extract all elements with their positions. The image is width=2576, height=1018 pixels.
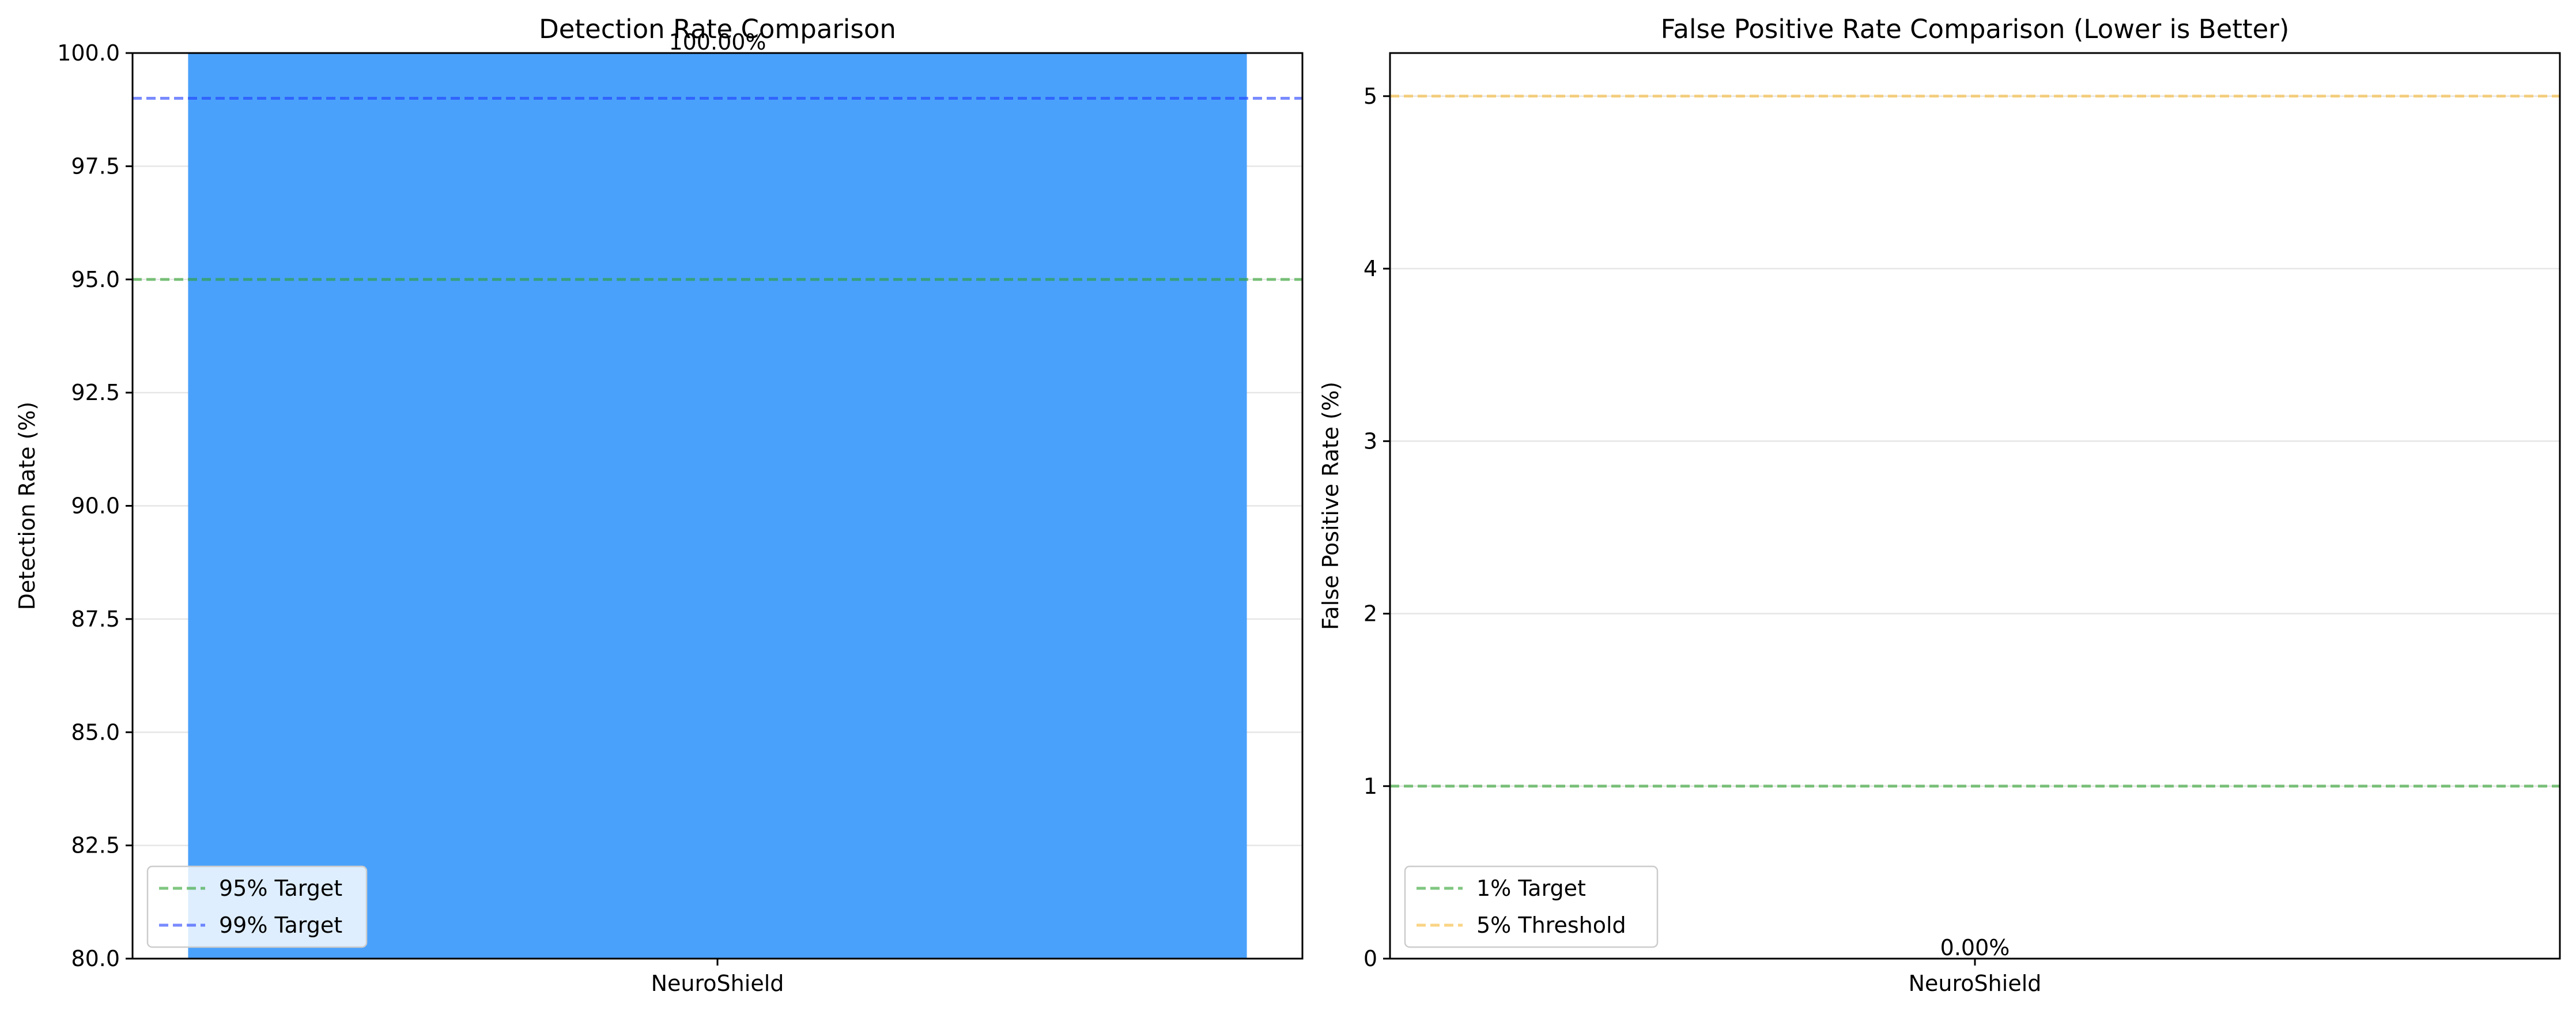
- y-axis-label: Detection Rate (%): [14, 402, 40, 610]
- reference-lines: [1390, 95, 2560, 788]
- y-tick-label: 2: [1363, 601, 1377, 627]
- y-tick-label: 80.0: [71, 946, 120, 971]
- false-positive-rate-chart: 0 1 2 3 4 5 NeuroShield 0.00% False Positive …: [1318, 14, 2561, 996]
- y-axis-ticks: 80.0 82.5 85.0 87.5 90.0 92.5 95.0 97.5 100.0: [57, 40, 133, 971]
- y-tick-label: 1: [1363, 774, 1377, 799]
- x-tick-label: NeuroShield: [1909, 971, 2042, 996]
- legend-entry-label: 99% Target: [219, 913, 342, 938]
- y-tick-label: 97.5: [71, 153, 120, 179]
- legend: 95% Target 99% Target: [146, 865, 368, 948]
- legend-entry-label: 95% Target: [219, 876, 342, 901]
- y-tick-label: 82.5: [71, 833, 120, 858]
- y-tick-label: 100.0: [57, 40, 120, 66]
- y-tick-label: 4: [1363, 256, 1377, 281]
- legend-entry-label: 5% Threshold: [1476, 913, 1626, 938]
- y-tick-label: 85.0: [71, 719, 120, 745]
- legend: 1% Target 5% Threshold: [1404, 865, 1659, 948]
- detection-rate-chart: 80.0 82.5 85.0 87.5 90.0 92.5 95.0 97.5 100.0 Ne…: [14, 14, 1304, 996]
- x-axis-ticks: NeuroShield: [1909, 959, 2042, 996]
- bar: [188, 53, 1247, 959]
- y-tick-label: 95.0: [71, 267, 120, 292]
- y-tick-label: 90.0: [71, 493, 120, 519]
- y-tick-label: 3: [1363, 428, 1377, 454]
- legend-entry-label: 1% Target: [1476, 876, 1586, 901]
- bars: [188, 53, 1247, 959]
- reference-lines: [133, 97, 1302, 281]
- chart-title: Detection Rate Comparison: [539, 14, 896, 44]
- y-tick-label: 5: [1363, 84, 1377, 109]
- bar-value-label: 100.00%: [668, 29, 766, 55]
- y-axis-label: False Positive Rate (%): [1318, 382, 1343, 630]
- y-tick-label: 92.5: [71, 380, 120, 405]
- x-axis-ticks: NeuroShield: [651, 959, 784, 996]
- y-tick-label: 87.5: [71, 606, 120, 632]
- chart-title: False Positive Rate Comparison (Lower is…: [1661, 14, 2290, 44]
- legend-box: [1404, 865, 1659, 948]
- y-axis-ticks: 0 1 2 3 4 5: [1363, 84, 1390, 971]
- legend-box: [146, 865, 368, 948]
- bar-value-label: 0.00%: [1940, 935, 2010, 960]
- x-tick-label: NeuroShield: [651, 971, 784, 996]
- y-tick-label: 0: [1363, 946, 1377, 971]
